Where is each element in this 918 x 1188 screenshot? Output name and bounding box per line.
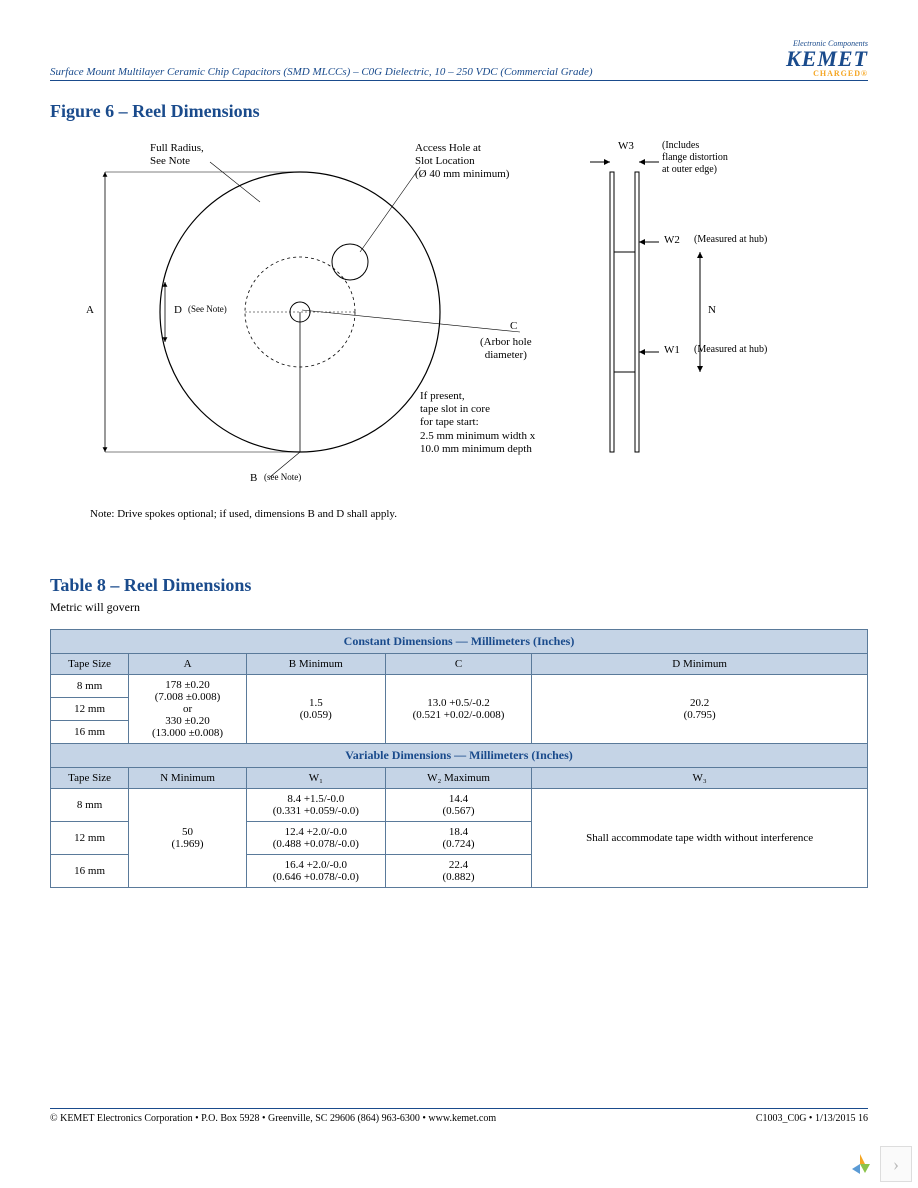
- col-w2: W₂ Maximum: [385, 768, 532, 789]
- label-a: A: [86, 304, 94, 317]
- page-footer: © KEMET Electronics Corporation • P.O. B…: [50, 1108, 868, 1124]
- col-n: N Minimum: [129, 768, 247, 789]
- label-b-note: (see Note): [264, 472, 301, 483]
- table-cell: 12 mm: [51, 822, 129, 855]
- figure-title: Figure 6 – Reel Dimensions: [50, 101, 868, 122]
- table-cell: 8.4 +1.5/-0.0 (0.331 +0.059/-0.0): [246, 789, 385, 822]
- col-b: B Minimum: [246, 654, 385, 675]
- col-d: D Minimum: [532, 654, 868, 675]
- label-b: B: [250, 472, 257, 485]
- table-cell: 12 mm: [51, 698, 129, 721]
- label-c-note: (Arbor hole diameter): [480, 336, 532, 362]
- table-cell: 14.4 (0.567): [385, 789, 532, 822]
- label-n: N: [708, 304, 716, 317]
- logo-sub: CHARGED®: [786, 70, 868, 78]
- label-c: C: [510, 320, 517, 333]
- page-header: Surface Mount Multilayer Ceramic Chip Ca…: [50, 40, 868, 81]
- table-cell: 16 mm: [51, 721, 129, 744]
- dimensions-table: Constant Dimensions — Millimeters (Inche…: [50, 629, 868, 888]
- label-access-hole: Access Hole at Slot Location (Ø 40 mm mi…: [415, 142, 509, 182]
- label-full-radius: Full Radius, See Note: [150, 142, 204, 168]
- table-cell: 16.4 +2.0/-0.0 (0.646 +0.078/-0.0): [246, 855, 385, 888]
- label-tape-slot: If present, tape slot in core for tape s…: [420, 390, 535, 456]
- label-d: D: [174, 304, 182, 317]
- col-tapesize: Tape Size: [51, 654, 129, 675]
- table-cell: 16 mm: [51, 855, 129, 888]
- table-cell: Shall accommodate tape width without int…: [532, 789, 868, 888]
- next-page-button[interactable]: ›: [880, 1146, 912, 1182]
- table-cell: 8 mm: [51, 675, 129, 698]
- label-d-note: (See Note): [188, 304, 227, 315]
- figure-note: Note: Drive spokes optional; if used, di…: [90, 508, 868, 520]
- col-tapesize2: Tape Size: [51, 768, 129, 789]
- table-cell: 20.2 (0.795): [532, 675, 868, 744]
- label-w3-note: (Includes flange distortion at outer edg…: [662, 140, 728, 176]
- variable-header: Variable Dimensions — Millimeters (Inche…: [51, 744, 868, 768]
- table-cell: 22.4 (0.882): [385, 855, 532, 888]
- table-cell: 13.0 +0.5/-0.2 (0.521 +0.02/-0.008): [385, 675, 532, 744]
- logo-name: KEMET: [786, 48, 868, 70]
- footer-left: © KEMET Electronics Corporation • P.O. B…: [50, 1113, 496, 1124]
- table-cell: 8 mm: [51, 789, 129, 822]
- footer-right: C1003_C0G • 1/13/2015 16: [756, 1113, 868, 1124]
- document-title: Surface Mount Multilayer Ceramic Chip Ca…: [50, 66, 593, 78]
- col-a: A: [129, 654, 247, 675]
- label-w1-note: (Measured at hub): [694, 344, 767, 356]
- brand-logo: Electronic Components KEMET CHARGED®: [786, 40, 868, 78]
- table-title: Table 8 – Reel Dimensions: [50, 575, 868, 596]
- label-w2-note: (Measured at hub): [694, 234, 767, 246]
- metric-note: Metric will govern: [50, 600, 868, 615]
- label-w2: W2: [664, 234, 680, 247]
- table-cell: 178 ±0.20 (7.008 ±0.008) or 330 ±0.20 (1…: [129, 675, 247, 744]
- pager-logo-icon: [846, 1150, 874, 1178]
- label-w3: W3: [618, 140, 634, 153]
- col-c: C: [385, 654, 532, 675]
- table-cell: 18.4 (0.724): [385, 822, 532, 855]
- reel-diagram: Full Radius, See Note Access Hole at Slo…: [50, 132, 868, 502]
- col-w3: W₃: [532, 768, 868, 789]
- table-cell: 12.4 +2.0/-0.0 (0.488 +0.078/-0.0): [246, 822, 385, 855]
- col-w1: W₁: [246, 768, 385, 789]
- constant-header: Constant Dimensions — Millimeters (Inche…: [51, 630, 868, 654]
- table-cell: 50 (1.969): [129, 789, 247, 888]
- label-w1: W1: [664, 344, 680, 357]
- pager: ›: [846, 1146, 912, 1182]
- chevron-right-icon: ›: [893, 1154, 899, 1175]
- table-cell: 1.5 (0.059): [246, 675, 385, 744]
